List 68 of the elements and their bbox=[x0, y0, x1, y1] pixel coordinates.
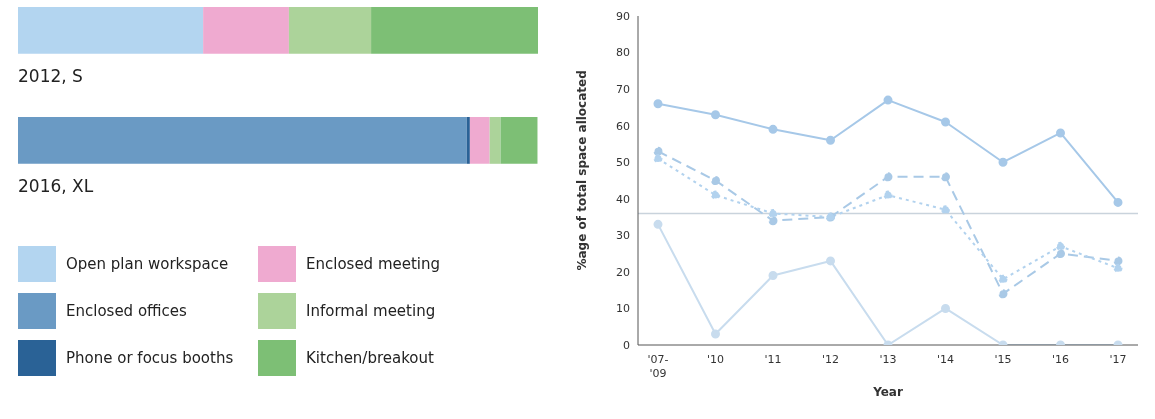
bar bbox=[18, 117, 467, 164]
y-tick-label: 10 bbox=[616, 302, 630, 316]
y-tick-label: 50 bbox=[616, 156, 630, 170]
point bbox=[941, 172, 950, 182]
bar bbox=[500, 117, 538, 164]
bar bbox=[466, 117, 470, 164]
legend-label: Enclosed meeting bbox=[306, 254, 441, 273]
y-axis-title: %age of total space allocated bbox=[575, 70, 590, 271]
point bbox=[711, 110, 720, 120]
point bbox=[941, 303, 950, 313]
point bbox=[1113, 263, 1123, 273]
point bbox=[941, 205, 950, 215]
point bbox=[1056, 241, 1065, 251]
bar bbox=[288, 7, 372, 54]
point bbox=[826, 256, 835, 266]
legend-label: Open plan workspace bbox=[66, 254, 229, 273]
point bbox=[653, 99, 663, 109]
point bbox=[998, 157, 1008, 167]
bar bbox=[489, 117, 501, 164]
x-tick-label: '13 bbox=[879, 353, 897, 366]
point bbox=[711, 329, 720, 339]
y-tick-label: 20 bbox=[616, 265, 630, 279]
y-tick-label: 90 bbox=[616, 9, 630, 23]
bar bbox=[469, 117, 490, 164]
y-tick-label: 30 bbox=[616, 229, 630, 243]
y-tick-label: 0 bbox=[623, 338, 630, 352]
point bbox=[768, 208, 778, 218]
y-tick-label: 2016, XL bbox=[18, 176, 95, 196]
point bbox=[1056, 128, 1065, 138]
x-axis-title: Year bbox=[872, 384, 903, 399]
legend-label: Kitchen/breakout bbox=[306, 348, 434, 367]
legend-label: Informal meeting bbox=[306, 301, 436, 320]
x-tick-label: '16 bbox=[1051, 353, 1070, 366]
point bbox=[653, 219, 663, 229]
y-tick-label: 60 bbox=[616, 119, 630, 133]
x-tick-label: '12 bbox=[821, 353, 840, 366]
point bbox=[1113, 197, 1123, 207]
y-tick-label: 2012, S bbox=[18, 66, 84, 86]
x-tick-label: '07-'09 bbox=[647, 353, 669, 380]
point bbox=[883, 95, 893, 105]
y-tick-label: 70 bbox=[616, 83, 630, 97]
point bbox=[768, 271, 778, 281]
point bbox=[768, 124, 778, 134]
legend-label: Enclosed offices bbox=[66, 301, 187, 320]
point bbox=[941, 117, 950, 127]
y-tick-label: 80 bbox=[616, 46, 630, 60]
x-tick-label: '17 bbox=[1109, 353, 1127, 366]
legend-label: Phone or focus booths bbox=[66, 348, 234, 367]
y-tick-label: 40 bbox=[616, 192, 630, 206]
bar bbox=[371, 7, 538, 54]
x-tick-label: '11 bbox=[764, 353, 782, 366]
point bbox=[653, 154, 663, 164]
point bbox=[711, 176, 720, 185]
point bbox=[883, 172, 893, 182]
point bbox=[1056, 249, 1065, 259]
point bbox=[998, 274, 1008, 284]
point bbox=[711, 190, 720, 200]
point bbox=[653, 146, 663, 156]
point bbox=[826, 135, 835, 145]
point bbox=[998, 289, 1008, 299]
x-tick-label: '14 bbox=[936, 353, 955, 366]
point bbox=[1113, 256, 1123, 266]
point bbox=[883, 190, 893, 200]
bar bbox=[18, 7, 204, 54]
point bbox=[768, 216, 778, 226]
bar bbox=[203, 7, 289, 54]
x-tick-label: '10 bbox=[706, 353, 725, 366]
x-tick-label: '15 bbox=[994, 353, 1012, 366]
